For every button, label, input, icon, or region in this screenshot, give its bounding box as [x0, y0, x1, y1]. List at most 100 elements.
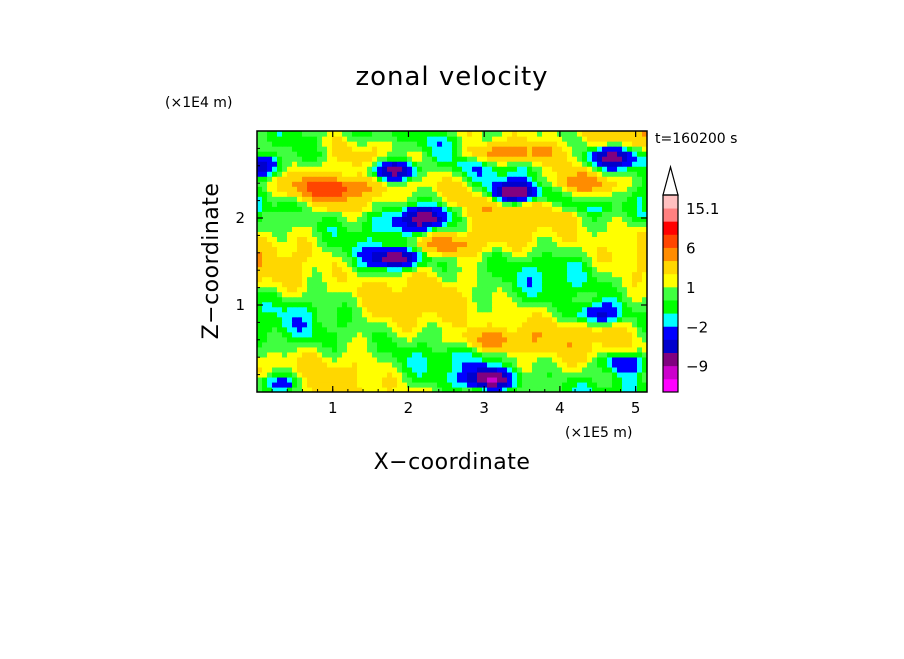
contour-cell	[557, 271, 563, 278]
contour-cell	[367, 291, 373, 298]
contour-cell	[262, 286, 268, 293]
contour-cell	[277, 251, 283, 258]
contour-cell	[522, 186, 528, 192]
contour-cell	[487, 146, 493, 152]
contour-cell	[312, 236, 318, 243]
contour-cell	[577, 211, 583, 217]
contour-cell	[547, 286, 553, 293]
contour-cell	[392, 371, 398, 378]
contour-cell	[322, 276, 328, 283]
contour-cell	[307, 166, 313, 172]
contour-cell	[597, 181, 603, 187]
contour-cell	[462, 161, 468, 167]
contour-cell	[422, 196, 428, 202]
contour-cell	[452, 326, 458, 333]
contour-cell	[537, 361, 543, 368]
contour-cell	[292, 291, 298, 298]
contour-cell	[522, 361, 528, 368]
contour-cell	[352, 341, 358, 348]
contour-cell	[627, 191, 633, 197]
contour-cell	[577, 281, 583, 288]
contour-cell	[362, 336, 368, 343]
contour-cell	[332, 166, 338, 172]
contour-cell	[592, 241, 598, 248]
contour-cell	[537, 366, 543, 373]
contour-cell	[387, 301, 393, 308]
contour-cell	[472, 366, 478, 373]
contour-cell	[497, 146, 503, 152]
contour-cell	[557, 251, 563, 258]
contour-cell	[492, 171, 498, 177]
contour-cell	[307, 356, 313, 363]
contour-cell	[262, 371, 268, 378]
contour-cell	[302, 296, 308, 303]
contour-cell	[257, 326, 263, 333]
contour-cell	[332, 311, 338, 318]
contour-cell	[552, 181, 558, 187]
contour-cell	[452, 186, 458, 192]
contour-cell	[397, 286, 403, 293]
contour-cell	[607, 316, 613, 323]
contour-cell	[622, 351, 628, 358]
contour-cell	[377, 346, 383, 353]
contour-cell	[507, 316, 513, 323]
contour-cell	[277, 381, 283, 388]
contour-cell	[447, 241, 453, 248]
contour-cell	[492, 246, 498, 253]
contour-cell	[302, 211, 308, 217]
contour-cell	[282, 246, 288, 253]
contour-cell	[612, 271, 618, 278]
contour-cell	[612, 251, 618, 258]
contour-cell	[482, 171, 488, 177]
contour-cell	[282, 146, 288, 152]
contour-cell	[552, 156, 558, 162]
contour-cell	[597, 286, 603, 293]
contour-cell	[517, 256, 523, 263]
contour-cell	[642, 291, 647, 298]
contour-cell	[327, 311, 333, 318]
contour-cell	[267, 386, 273, 392]
contour-cell	[427, 136, 433, 142]
contour-cell	[487, 191, 493, 197]
contour-cell	[322, 306, 328, 313]
contour-cell	[397, 281, 403, 288]
contour-cell	[407, 346, 413, 353]
contour-cell	[372, 381, 378, 388]
contour-cell	[412, 136, 418, 142]
contour-cell	[452, 151, 458, 157]
contour-cell	[552, 186, 558, 192]
contour-cell	[277, 301, 283, 308]
contour-cell	[482, 301, 488, 308]
contour-cell	[527, 316, 533, 323]
contour-cell	[542, 191, 548, 197]
contour-cell	[472, 361, 478, 368]
contour-cell	[597, 161, 603, 167]
contour-cell	[317, 346, 323, 353]
contour-cell	[407, 251, 413, 258]
y-scale-label: (×1E4 m)	[165, 95, 232, 111]
contour-cell	[302, 136, 308, 142]
contour-cell	[452, 196, 458, 202]
contour-cell	[627, 351, 633, 358]
contour-cell	[272, 376, 278, 383]
contour-cell	[477, 351, 483, 358]
contour-cell	[352, 246, 358, 253]
contour-cell	[572, 261, 578, 268]
contour-cell	[372, 371, 378, 378]
contour-cell	[287, 191, 293, 197]
contour-cell	[307, 326, 313, 333]
contour-cell	[637, 296, 643, 303]
contour-cell	[632, 351, 638, 358]
contour-cell	[542, 341, 548, 348]
contour-cell	[417, 141, 423, 147]
contour-cell	[497, 336, 503, 343]
contour-cell	[392, 261, 398, 268]
contour-cell	[432, 286, 438, 293]
contour-cell	[592, 286, 598, 293]
contour-cell	[387, 156, 393, 162]
contour-cell	[352, 151, 358, 157]
contour-cell	[472, 241, 478, 248]
contour-cell	[457, 241, 463, 248]
contour-cell	[312, 291, 318, 298]
contour-cell	[632, 286, 638, 293]
